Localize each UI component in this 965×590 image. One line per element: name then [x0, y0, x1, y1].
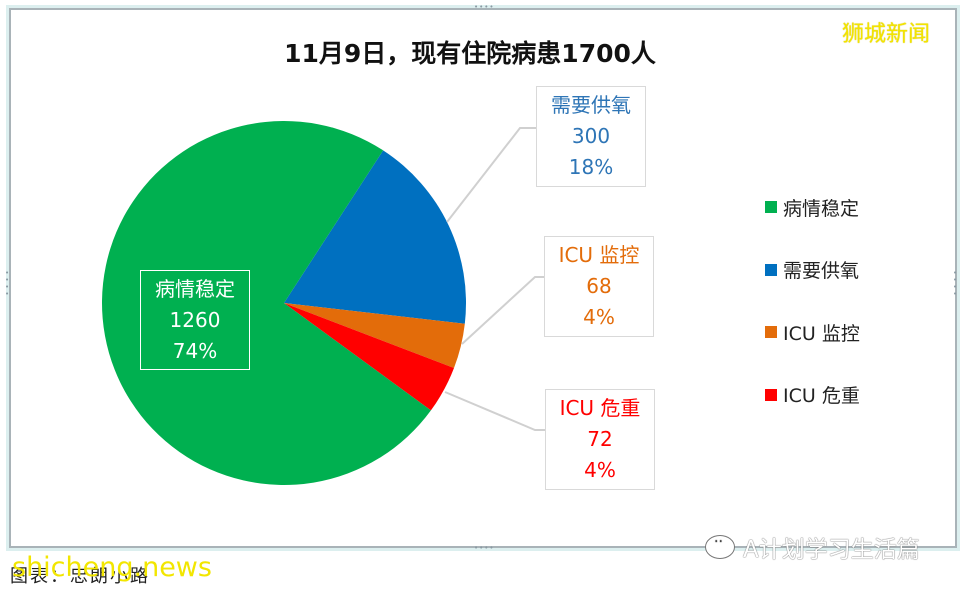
- label-value: 300: [571, 124, 611, 148]
- chart-title: 11月9日，现有住院病患1700人: [284, 39, 656, 68]
- legend-item-oxygen: 需要供氧: [765, 239, 860, 302]
- legend-swatch-red: [765, 388, 777, 401]
- legend-item-stable: 病情稳定: [765, 176, 860, 239]
- chart-legend: 病情稳定 需要供氧 ICU 监控 ICU 危重: [765, 176, 860, 426]
- legend-label: 需要供氧: [783, 260, 860, 283]
- figure-caption: 图表：忠朗小路: [10, 566, 150, 587]
- label-percent: 4%: [584, 458, 616, 482]
- resize-handle-bottom[interactable]: ••••: [474, 544, 495, 552]
- label-name: ICU 监控: [558, 243, 640, 267]
- label-name: 病情稳定: [155, 277, 235, 301]
- account-name: A计划学习生活篇: [743, 537, 920, 563]
- label-value: 72: [587, 427, 613, 451]
- legend-swatch-orange: [765, 326, 777, 339]
- slice-stable: [102, 120, 431, 486]
- site-watermark: shicheng.news: [12, 552, 212, 583]
- slice-icu-critical: [284, 303, 454, 411]
- resize-handle-top[interactable]: ••••: [474, 3, 495, 11]
- label-value: 1260: [169, 308, 221, 332]
- label-value: 68: [586, 274, 612, 298]
- wechat-icon: [705, 534, 735, 559]
- legend-swatch-blue: [765, 263, 777, 276]
- legend-label: 病情稳定: [783, 197, 860, 220]
- leader-line-icu-monitor: [461, 276, 545, 345]
- account-watermark: A计划学习生活篇: [705, 530, 920, 564]
- legend-item-icu-critical: ICU 危重: [765, 364, 860, 427]
- legend-swatch-green: [765, 201, 777, 214]
- legend-label: ICU 监控: [783, 322, 860, 345]
- legend-label: ICU 危重: [783, 385, 860, 408]
- label-percent: 74%: [172, 339, 218, 363]
- label-name: 需要供氧: [551, 93, 631, 117]
- label-percent: 18%: [568, 155, 614, 179]
- data-label-icu-monitor: ICU 监控 68 4%: [544, 236, 654, 337]
- label-name: ICU 危重: [559, 396, 641, 420]
- slice-oxygen: [284, 150, 466, 324]
- data-label-stable: 病情稳定 1260 74%: [140, 270, 250, 370]
- label-percent: 4%: [583, 305, 615, 329]
- leader-line-oxygen: [446, 127, 537, 223]
- legend-item-icu-monitor: ICU 监控: [765, 301, 860, 364]
- resize-handle-left[interactable]: • • • •: [5, 269, 11, 298]
- slice-icu-monitor: [284, 303, 465, 369]
- data-label-oxygen: 需要供氧 300 18%: [536, 86, 646, 187]
- resize-handle-right[interactable]: • • • •: [953, 269, 959, 298]
- brand-watermark: 狮城新闻: [842, 22, 931, 47]
- leader-line-icu-critical: [444, 391, 546, 431]
- data-label-icu-critical: ICU 危重 72 4%: [545, 389, 655, 490]
